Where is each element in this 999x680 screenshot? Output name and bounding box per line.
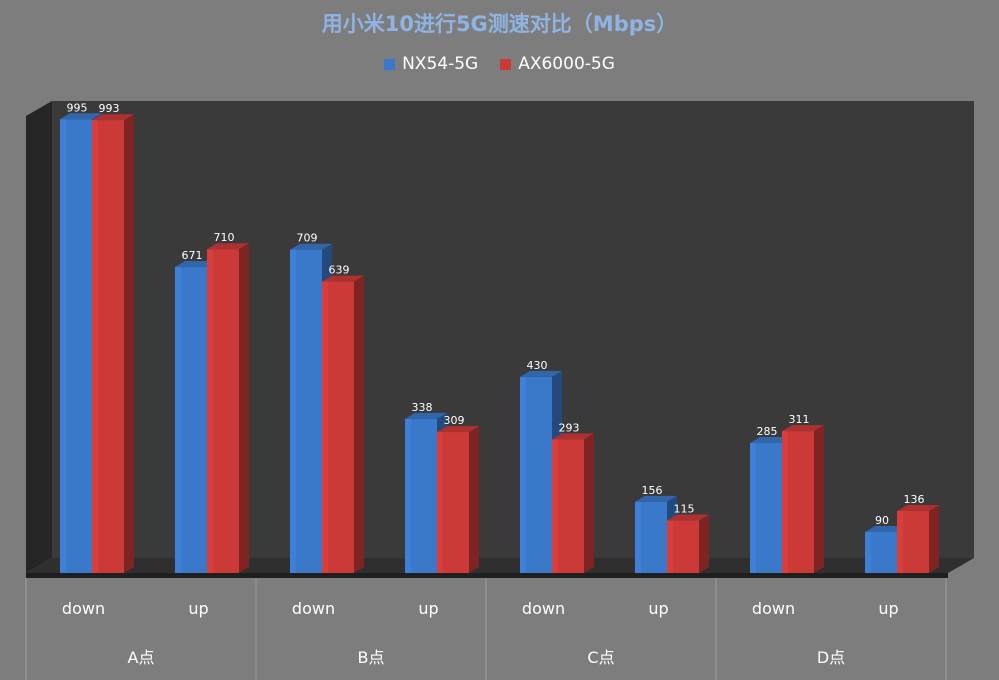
category-tick-label: up <box>648 599 668 618</box>
chart-walls <box>26 101 974 578</box>
bar-data-label: 285 <box>757 425 778 438</box>
bar-highlight <box>437 432 443 573</box>
bar-side <box>584 433 594 573</box>
legend-item-ax6000: AX6000-5G <box>500 54 615 74</box>
bar-data-label: 993 <box>99 102 120 115</box>
category-tick-label: up <box>418 599 438 618</box>
bar-top <box>322 275 364 282</box>
floor-front <box>26 573 948 578</box>
legend: NX54-5G AX6000-5G <box>0 54 999 74</box>
group-tick-label: D点 <box>817 648 845 667</box>
bar-1-2: 639 <box>322 264 364 573</box>
bar-data-label: 430 <box>527 359 548 372</box>
category-tick-label: up <box>878 599 898 618</box>
bar-data-label: 639 <box>329 264 350 277</box>
bar-side <box>469 426 479 573</box>
bar-highlight <box>865 531 871 573</box>
bar-top <box>635 495 677 502</box>
bar-data-label: 709 <box>297 232 318 245</box>
bar-top <box>92 114 134 121</box>
legend-label-ax6000: AX6000-5G <box>518 54 615 74</box>
bar-highlight <box>60 119 66 573</box>
group-tick-label: A点 <box>128 648 155 667</box>
bar-highlight <box>322 281 328 573</box>
bar-1-0: 993 <box>92 102 134 573</box>
bar-data-label: 90 <box>875 514 889 527</box>
bar-side <box>699 514 709 573</box>
category-tick-label: down <box>62 599 105 618</box>
bar-1-6: 311 <box>782 413 824 573</box>
bar-data-label: 995 <box>67 101 88 114</box>
bar-1-3: 309 <box>437 414 479 573</box>
side-wall <box>26 101 52 573</box>
bar-data-label: 115 <box>674 503 695 516</box>
bar-highlight <box>750 443 756 573</box>
category-tick-label: up <box>188 599 208 618</box>
category-tick-label: down <box>752 599 795 618</box>
bar-highlight <box>667 520 673 573</box>
bar-highlight <box>897 510 903 573</box>
back-wall <box>52 101 974 558</box>
bar-highlight <box>175 267 181 573</box>
bar-data-label: 136 <box>904 493 925 506</box>
bar-data-label: 710 <box>214 231 235 244</box>
bar-side <box>929 504 939 573</box>
bar-1-1: 710 <box>207 231 249 574</box>
bar-data-label: 156 <box>642 484 663 497</box>
bar-1-7: 136 <box>897 493 939 573</box>
bar-highlight <box>290 249 296 574</box>
bar-highlight <box>92 120 98 573</box>
bar-top <box>175 261 217 268</box>
bar-top <box>552 433 594 440</box>
bar-highlight <box>207 249 213 574</box>
chart-title: 用小米10进行5G测速对比（Mbps） <box>321 12 678 36</box>
bar-top <box>405 412 447 419</box>
category-tick-label: down <box>522 599 565 618</box>
bar-top <box>207 243 249 250</box>
bar-data-label: 309 <box>444 414 465 427</box>
bar-side <box>124 114 134 573</box>
bar-highlight <box>635 501 641 573</box>
bar-top <box>520 370 562 377</box>
bar-data-label: 671 <box>182 249 203 262</box>
bar-top <box>437 426 479 433</box>
bar-highlight <box>782 431 788 573</box>
bar-1-4: 293 <box>552 421 594 573</box>
legend-swatch-ax6000 <box>500 58 512 70</box>
bar-side <box>354 275 364 573</box>
bar-top <box>60 113 102 120</box>
chart-axis: down up down up down up down up A点 B点 C点 D点 <box>25 578 947 680</box>
bar-data-label: 338 <box>412 401 433 414</box>
bar-side <box>814 425 824 573</box>
legend-label-nx54: NX54-5G <box>402 54 479 74</box>
legend-swatch-nx54 <box>384 58 396 70</box>
bar-highlight <box>405 418 411 573</box>
bar-side <box>239 243 249 574</box>
bar-top <box>865 525 907 532</box>
bar-1-5: 115 <box>667 503 709 573</box>
bar-top <box>667 514 709 521</box>
bar-top <box>290 243 332 250</box>
floor <box>26 558 974 573</box>
bar-data-label: 311 <box>789 413 810 426</box>
bar-top <box>782 425 824 432</box>
category-tick-label: down <box>292 599 335 618</box>
group-tick-label: C点 <box>587 648 614 667</box>
chart-bars: 995 671 709 338 430 156 285 90 993 710 639 309 293 11… <box>60 101 939 574</box>
group-tick-label: B点 <box>358 648 385 667</box>
legend-item-nx54: NX54-5G <box>384 54 478 74</box>
bar-highlight <box>552 439 558 573</box>
bar-top <box>897 504 939 511</box>
bar-top <box>750 437 792 444</box>
bar-highlight <box>520 376 526 573</box>
bar-data-label: 293 <box>559 421 580 434</box>
